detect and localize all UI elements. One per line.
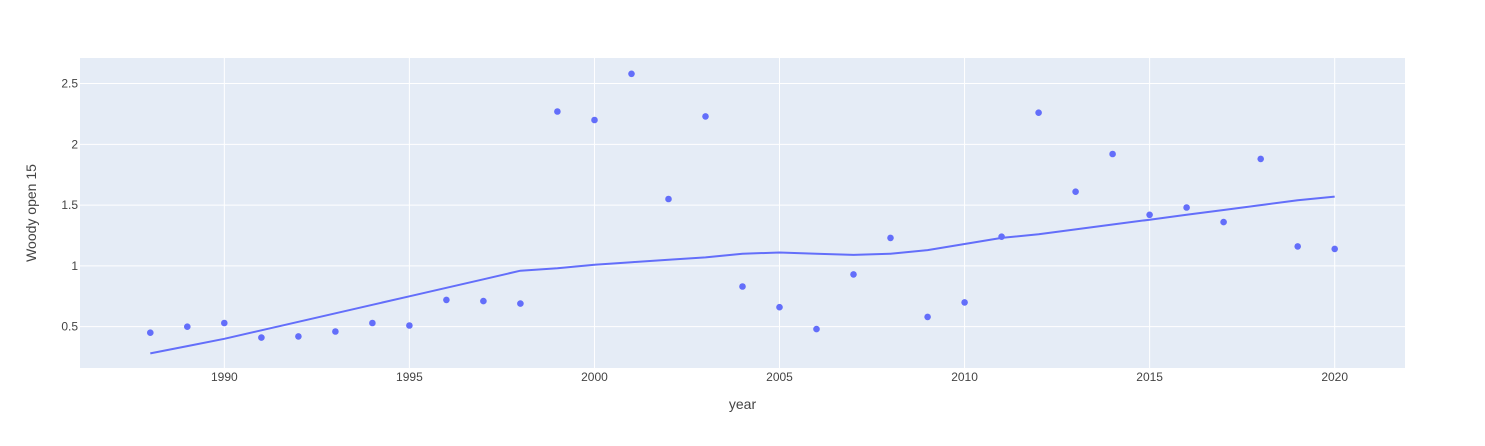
data-point[interactable] [776, 303, 783, 311]
data-point[interactable] [1257, 155, 1264, 163]
data-point[interactable] [1183, 204, 1190, 211]
grid-lines [80, 58, 1405, 368]
x-tick-label: 1990 [211, 370, 238, 384]
data-point[interactable] [1220, 218, 1227, 226]
x-tick-label: 2005 [766, 370, 793, 384]
data-point[interactable] [554, 108, 561, 115]
data-point[interactable] [961, 299, 968, 306]
data-point[interactable] [1331, 245, 1338, 253]
data-point[interactable] [295, 333, 302, 340]
tick-labels: 1990 1995 2000 2005 2010 2015 2020 0.5 1 1.5 2 2.5 [61, 77, 1348, 384]
scatter-points [147, 70, 1338, 341]
data-point[interactable] [480, 297, 487, 305]
y-tick-label: 2 [71, 137, 78, 151]
x-axis-title: year [729, 396, 757, 412]
data-point[interactable] [702, 113, 709, 120]
y-tick-label: 1.5 [61, 198, 78, 212]
data-point[interactable] [1072, 188, 1079, 195]
data-point[interactable] [221, 319, 228, 327]
trend-line [150, 195, 1335, 355]
y-tick-label: 1 [71, 259, 78, 273]
data-point[interactable] [591, 116, 598, 124]
x-tick-label: 2010 [951, 370, 978, 384]
data-point[interactable] [443, 296, 450, 304]
data-point[interactable] [665, 195, 672, 203]
data-point[interactable] [258, 334, 265, 341]
data-point[interactable] [1035, 109, 1042, 116]
data-point[interactable] [739, 283, 746, 290]
x-tick-label: 2015 [1136, 370, 1163, 384]
data-point[interactable] [850, 271, 857, 278]
data-point[interactable] [628, 70, 635, 78]
data-point[interactable] [332, 328, 339, 335]
data-point[interactable] [1146, 211, 1153, 219]
data-point[interactable] [369, 319, 376, 327]
y-tick-label: 0.5 [61, 320, 78, 334]
y-axis-title: Woody open 15 [23, 164, 39, 262]
x-tick-label: 2020 [1321, 370, 1348, 384]
data-point[interactable] [1109, 150, 1116, 158]
y-tick-label: 2.5 [61, 77, 78, 91]
data-point[interactable] [1294, 243, 1301, 250]
data-point[interactable] [813, 325, 820, 333]
data-point[interactable] [406, 322, 413, 329]
x-tick-label: 1995 [396, 370, 423, 384]
data-point[interactable] [998, 233, 1005, 240]
data-point[interactable] [924, 313, 931, 321]
plot-background [80, 58, 1405, 368]
data-point[interactable] [147, 329, 154, 337]
data-point[interactable] [517, 300, 524, 307]
data-point[interactable] [887, 234, 894, 242]
x-tick-label: 2000 [581, 370, 608, 384]
data-point[interactable] [184, 323, 191, 331]
trend-line-layer [150, 195, 1335, 355]
